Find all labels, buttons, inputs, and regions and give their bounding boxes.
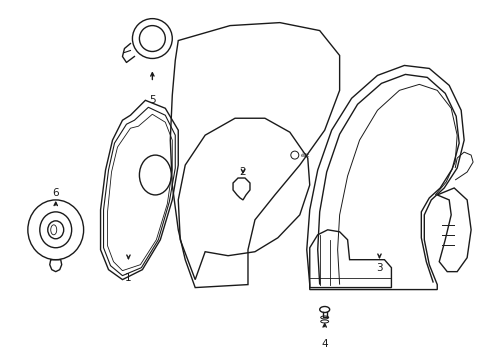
Text: 5: 5 [149,95,155,105]
Text: 1: 1 [125,273,131,283]
Ellipse shape [51,225,57,235]
Text: 4: 4 [321,339,327,350]
Text: 6: 6 [52,188,59,198]
Text: 3: 3 [375,263,382,273]
Text: éØc: éØc [300,153,309,158]
Text: 2: 2 [239,167,246,177]
